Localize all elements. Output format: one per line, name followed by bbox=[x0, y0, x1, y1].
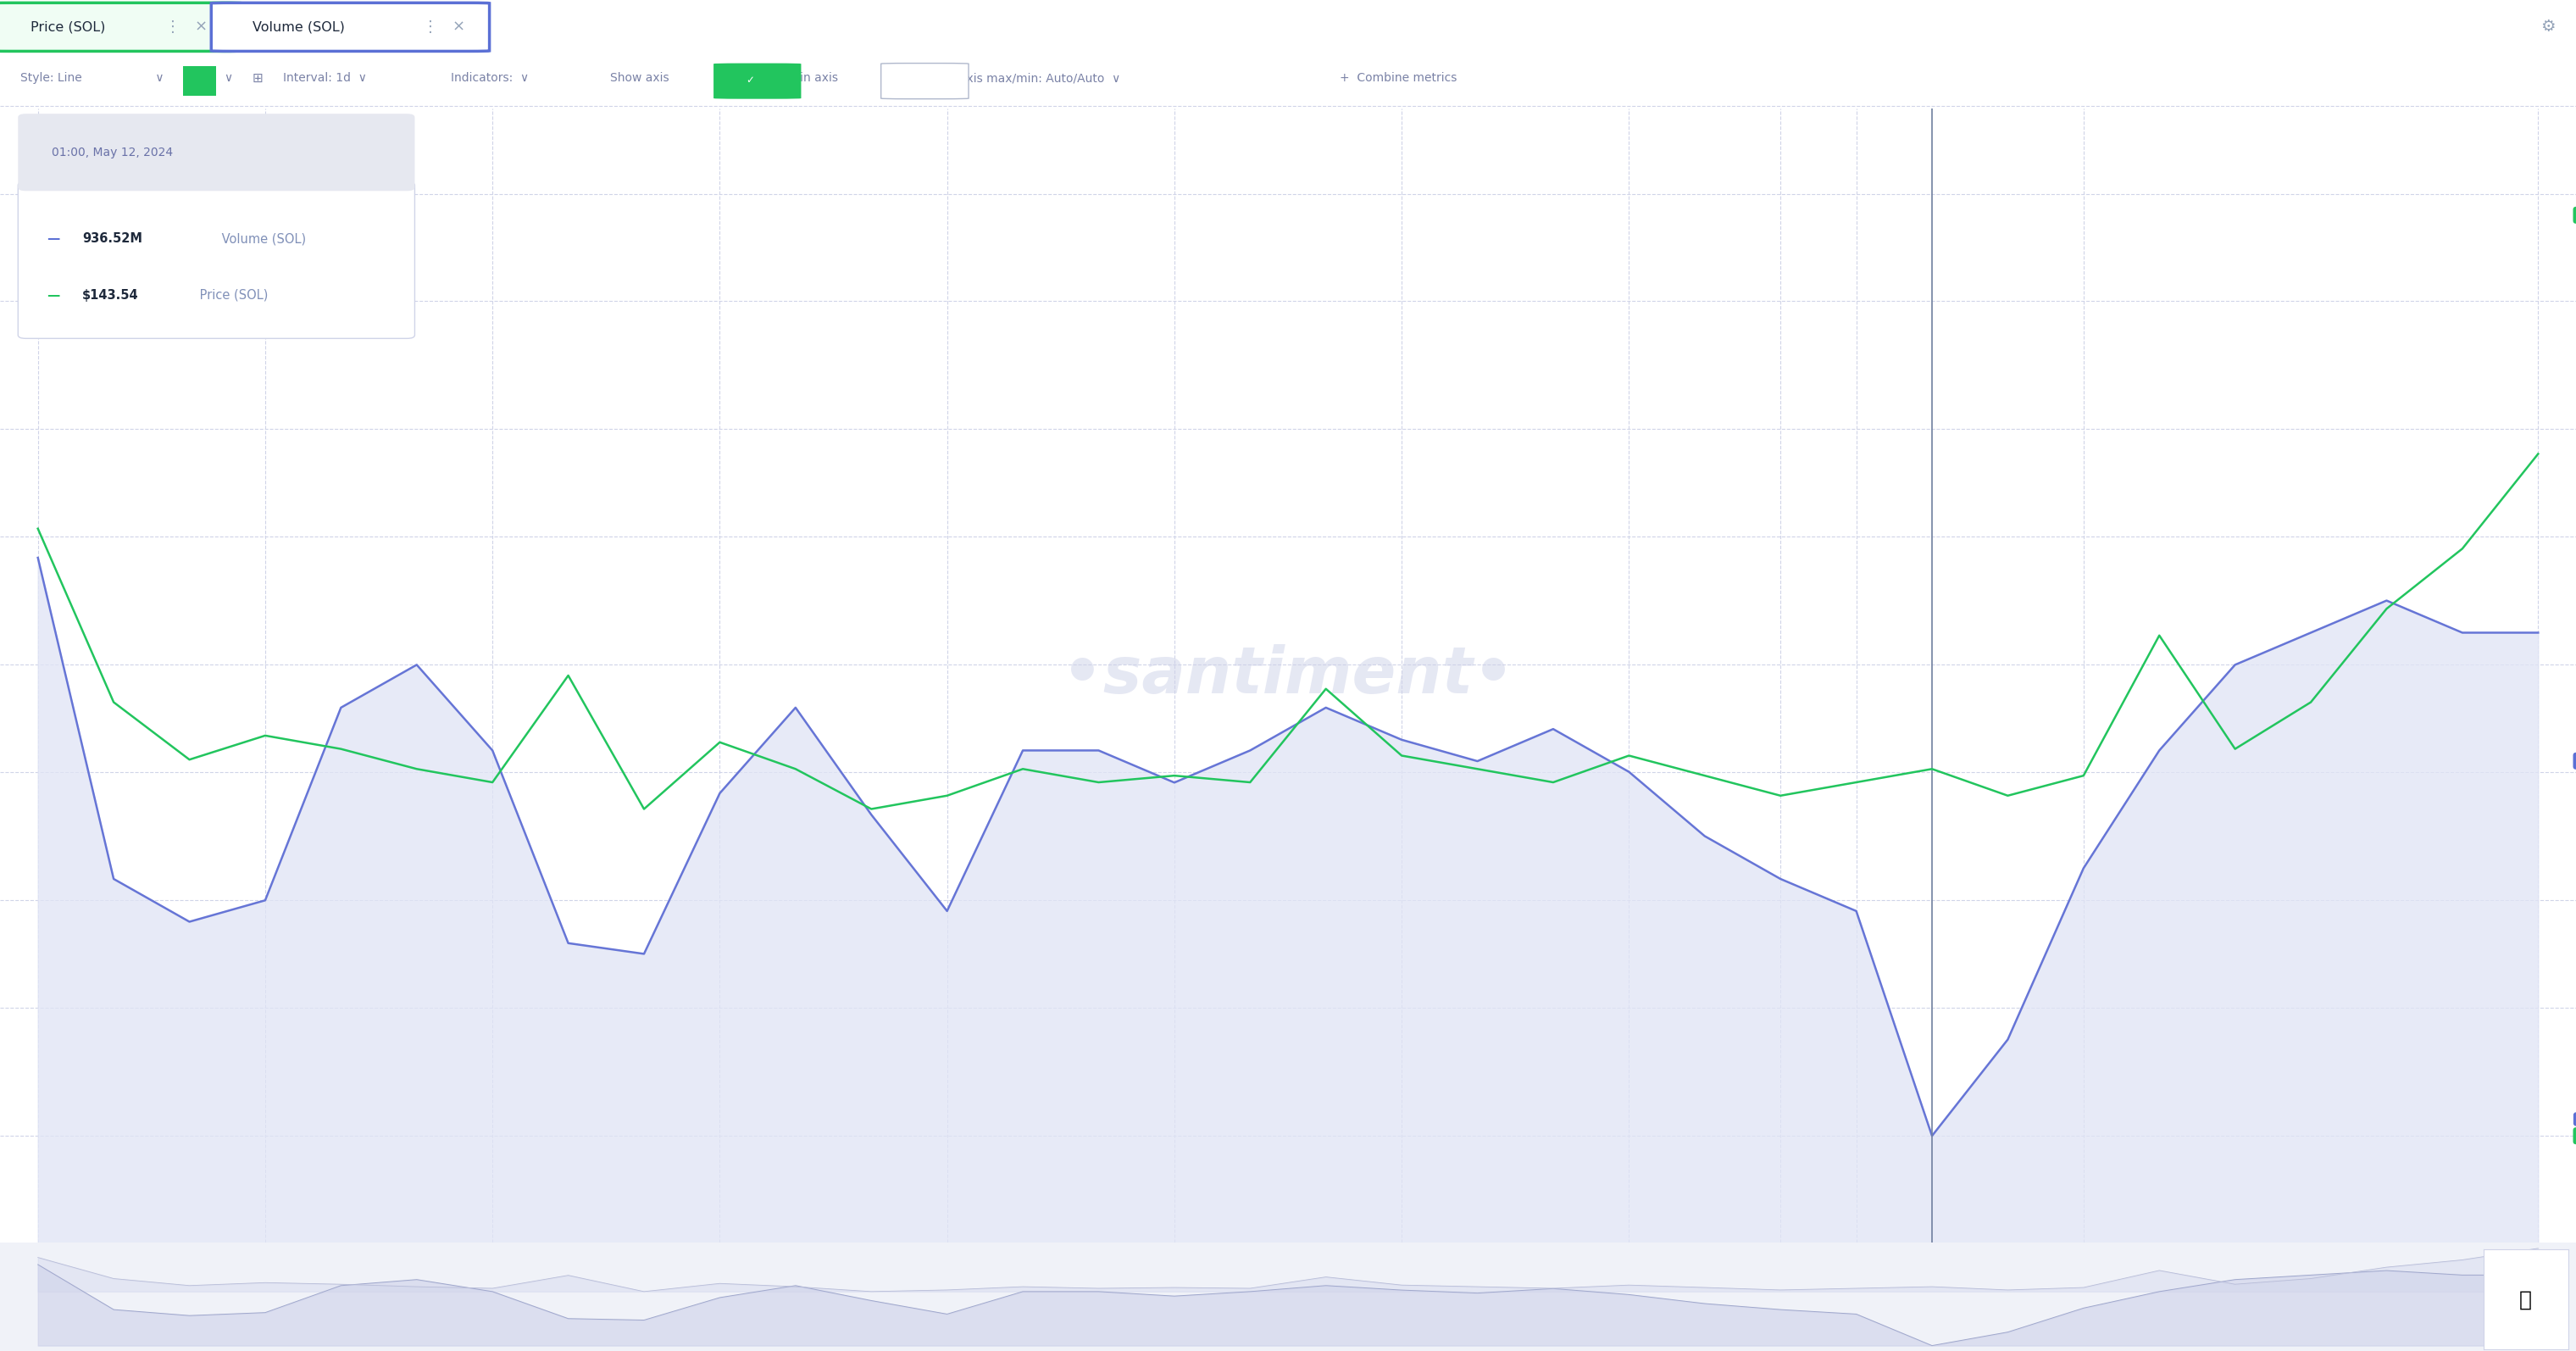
Text: ✓: ✓ bbox=[747, 74, 755, 85]
Text: Indicators:  ∨: Indicators: ∨ bbox=[451, 73, 528, 84]
Text: ⊞: ⊞ bbox=[252, 72, 263, 85]
FancyBboxPatch shape bbox=[18, 182, 415, 339]
Text: Show axis: Show axis bbox=[611, 73, 670, 84]
FancyBboxPatch shape bbox=[881, 63, 969, 99]
Text: Style: Line: Style: Line bbox=[21, 73, 82, 84]
Text: Pin axis: Pin axis bbox=[793, 73, 837, 84]
Text: 01:00, May 12, 2024: 01:00, May 12, 2024 bbox=[52, 146, 173, 158]
Text: Volume (SOL): Volume (SOL) bbox=[252, 20, 345, 34]
Text: 936.52M: 936.52M bbox=[82, 232, 142, 245]
Text: Axis max/min: Auto/Auto  ∨: Axis max/min: Auto/Auto ∨ bbox=[958, 73, 1121, 84]
Text: Price (SOL): Price (SOL) bbox=[196, 289, 268, 301]
Text: Volume (SOL): Volume (SOL) bbox=[216, 232, 307, 245]
Text: —: — bbox=[46, 289, 59, 301]
FancyBboxPatch shape bbox=[18, 113, 415, 190]
Text: ×: × bbox=[196, 19, 206, 35]
FancyBboxPatch shape bbox=[0, 3, 242, 51]
FancyBboxPatch shape bbox=[714, 63, 801, 99]
Text: ∨: ∨ bbox=[224, 73, 232, 84]
Text: ∨: ∨ bbox=[152, 73, 165, 84]
Text: ⋮: ⋮ bbox=[165, 19, 180, 35]
Text: ⚙: ⚙ bbox=[2540, 19, 2555, 35]
Text: ⋮: ⋮ bbox=[422, 19, 438, 35]
Text: +  Combine metrics: + Combine metrics bbox=[1340, 73, 1458, 84]
Text: •santiment•: •santiment• bbox=[1061, 644, 1515, 707]
Text: 🗺: 🗺 bbox=[2519, 1289, 2532, 1310]
Text: —: — bbox=[46, 232, 59, 245]
Text: $143.54: $143.54 bbox=[82, 289, 139, 301]
FancyBboxPatch shape bbox=[211, 3, 489, 51]
FancyBboxPatch shape bbox=[183, 66, 216, 96]
Text: ×: × bbox=[453, 19, 464, 35]
Text: Price (SOL): Price (SOL) bbox=[31, 20, 106, 34]
Text: Interval: 1d  ∨: Interval: 1d ∨ bbox=[283, 73, 368, 84]
